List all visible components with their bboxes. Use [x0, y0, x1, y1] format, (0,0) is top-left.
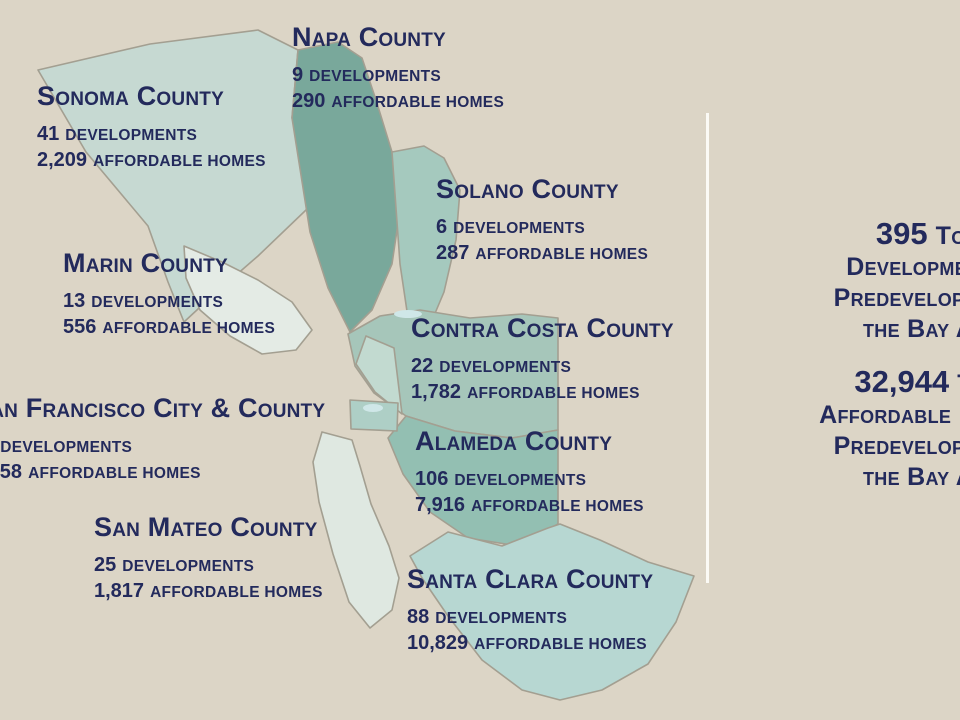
county-shape-san-francisco — [349, 399, 399, 432]
developments-stat: 41 developments — [37, 123, 198, 145]
county-shape-napa — [291, 41, 401, 333]
developments-stat: 88 developments — [407, 606, 568, 628]
county-title: San Francisco City & County — [0, 393, 326, 423]
county-title: San Mateo County — [94, 512, 318, 542]
reservoir-mark — [394, 310, 422, 318]
total-line: 32,944Total — [854, 364, 960, 399]
county-label-alameda: Alameda County 106 developments 7,916 affo… — [415, 426, 644, 519]
county-label-san-francisco: San Francisco City & County 85developmen… — [0, 393, 325, 486]
county-title: Solano County — [436, 174, 619, 204]
developments-stat: 22 developments — [411, 355, 572, 377]
total-homes-block: 32,944Total Affordable Homes in Predevel… — [768, 366, 960, 493]
county-label-marin: Marin County 13 developments 556 affordabl… — [63, 248, 275, 341]
total-developments-block: 395Total Developments in Predevelopment … — [768, 218, 960, 345]
county-shape-sonoma — [37, 29, 327, 323]
total-line: the Bay Area — [862, 463, 960, 491]
total-line: Predevelopment in — [833, 284, 960, 312]
county-title: Sonoma County — [37, 81, 224, 111]
homes-stat: 10,829 affordable homes — [407, 632, 647, 654]
total-line: 395Total — [875, 216, 960, 251]
county-title: Santa Clara County — [407, 564, 654, 594]
county-label-san-mateo: San Mateo County 25 developments 1,817 aff… — [94, 512, 323, 605]
county-title: Contra Costa County — [411, 313, 674, 343]
homes-stat: 287 affordable homes — [436, 242, 649, 264]
county-shape-marin — [183, 245, 313, 355]
homes-stat: 7,258affordable homes — [0, 461, 201, 483]
developments-stat: 9 developments — [292, 64, 442, 86]
county-shape-santa-clara — [409, 523, 695, 701]
homes-stat: 556 affordable homes — [63, 316, 276, 338]
homes-stat: 2,209 affordable homes — [37, 149, 266, 171]
county-title: Alameda County — [415, 426, 613, 456]
total-line: Affordable Homes in — [819, 401, 960, 429]
county-label-santa-clara: Santa Clara County 88 developments 10,829… — [407, 564, 653, 657]
reservoir-mark — [363, 404, 383, 412]
total-line: the Bay Area — [862, 315, 960, 343]
homes-stat: 1,782 affordable homes — [411, 381, 640, 403]
county-label-solano: Solano County 6 developments 287 affordabl… — [436, 174, 648, 267]
county-label-contra-costa: Contra Costa County 22 developments 1,782… — [411, 313, 674, 406]
county-shape-contra-costa-shore-patch — [355, 335, 403, 415]
homes-stat: 7,916 affordable homes — [415, 494, 644, 516]
developments-stat: 6 developments — [436, 216, 586, 238]
total-line: Predevelopment in — [833, 432, 960, 460]
county-title: Marin County — [63, 248, 228, 278]
developments-stat: 85developments — [0, 439, 133, 456]
county-label-sonoma: Sonoma County 41 developments 2,209 afford… — [37, 81, 266, 174]
homes-stat: 1,817 affordable homes — [94, 580, 323, 602]
homes-stat: 290 affordable homes — [292, 90, 505, 112]
county-shape-san-mateo — [312, 431, 400, 629]
vertical-divider — [706, 113, 709, 583]
total-line: Developments in — [846, 253, 960, 281]
developments-stat: 25 developments — [94, 554, 255, 576]
developments-stat: 13 developments — [63, 290, 224, 312]
county-label-napa: Napa County 9 developments 290 affordable … — [292, 22, 504, 115]
county-title: Napa County — [292, 22, 446, 52]
county-shape-solano — [391, 145, 461, 331]
developments-stat: 106 developments — [415, 468, 587, 490]
